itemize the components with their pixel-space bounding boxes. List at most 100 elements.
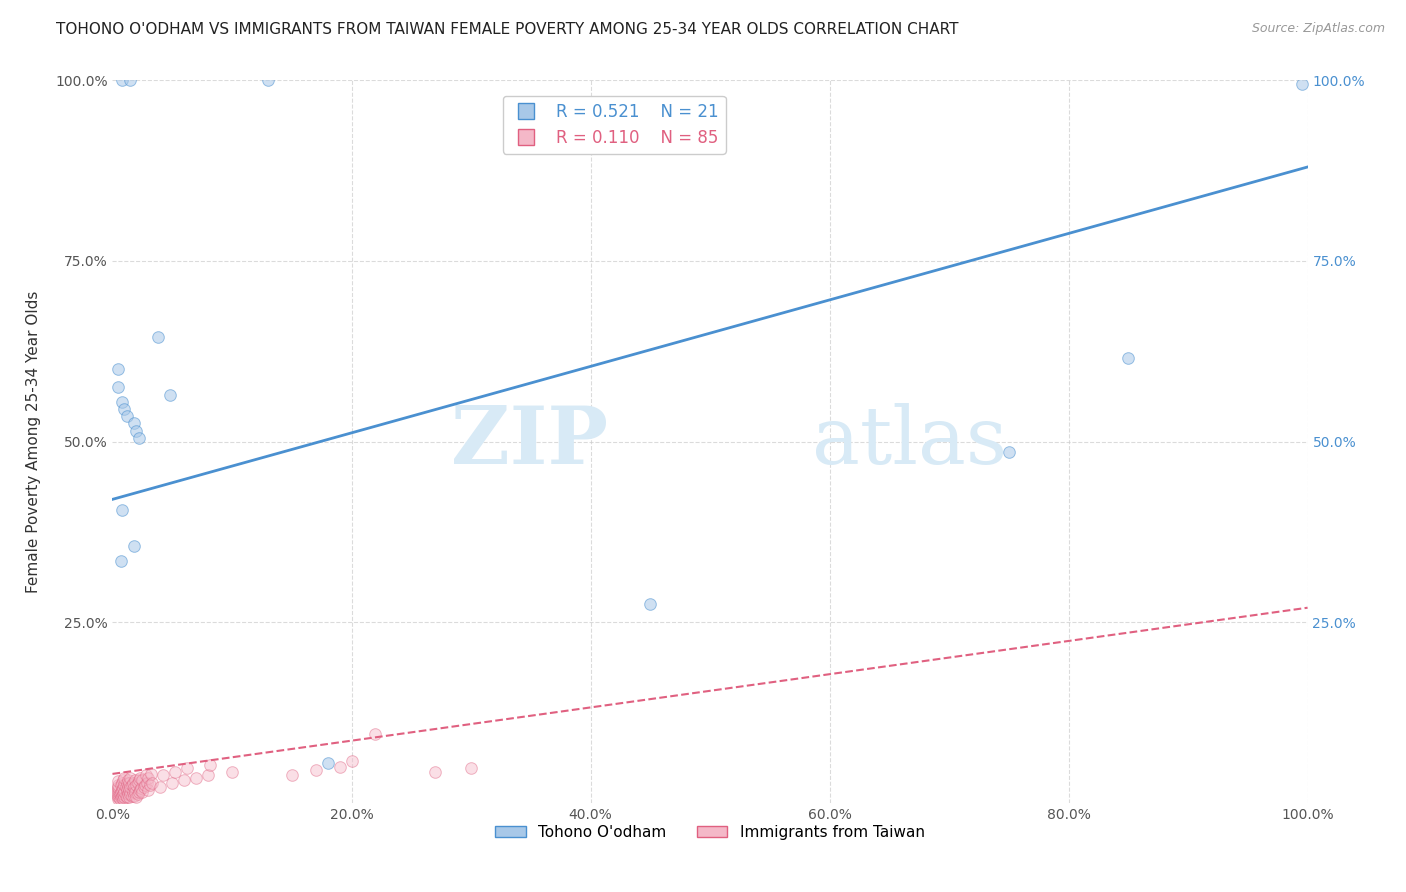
Text: atlas: atlas bbox=[811, 402, 1007, 481]
Point bbox=[1291, 77, 1313, 91]
Point bbox=[162, 775, 183, 789]
Point bbox=[129, 771, 152, 785]
Point bbox=[121, 775, 143, 789]
Point bbox=[127, 787, 149, 801]
Point bbox=[131, 785, 153, 799]
Point bbox=[110, 554, 132, 568]
Text: Source: ZipAtlas.com: Source: ZipAtlas.com bbox=[1251, 22, 1385, 36]
Point bbox=[305, 764, 328, 778]
Point bbox=[124, 772, 146, 787]
Point bbox=[186, 771, 208, 785]
Point bbox=[139, 767, 162, 781]
Point bbox=[111, 789, 134, 803]
Point bbox=[112, 787, 135, 801]
Point bbox=[124, 785, 146, 799]
Point bbox=[107, 792, 129, 806]
Point bbox=[117, 780, 139, 794]
Point bbox=[125, 790, 148, 805]
Point bbox=[115, 782, 138, 797]
Point bbox=[111, 394, 134, 409]
Point bbox=[107, 787, 129, 801]
Point bbox=[146, 330, 169, 344]
Point bbox=[122, 417, 145, 431]
Point bbox=[110, 778, 132, 792]
Point bbox=[107, 781, 129, 796]
Point bbox=[120, 771, 142, 785]
Point bbox=[117, 772, 139, 787]
Point bbox=[128, 785, 150, 799]
Point bbox=[111, 775, 134, 789]
Point bbox=[329, 760, 352, 774]
Point bbox=[107, 362, 129, 376]
Point bbox=[127, 775, 149, 789]
Point bbox=[425, 765, 447, 780]
Point bbox=[118, 790, 141, 805]
Y-axis label: Female Poverty Among 25-34 Year Olds: Female Poverty Among 25-34 Year Olds bbox=[27, 291, 41, 592]
Point bbox=[107, 782, 129, 797]
Point bbox=[111, 782, 134, 797]
Point bbox=[118, 782, 141, 797]
Point bbox=[115, 775, 138, 789]
Point bbox=[135, 768, 157, 782]
Point bbox=[112, 772, 135, 787]
Point bbox=[138, 771, 160, 785]
Point bbox=[107, 380, 129, 394]
Point bbox=[111, 73, 134, 87]
Point bbox=[114, 780, 136, 794]
Point bbox=[122, 789, 145, 803]
Point bbox=[114, 790, 135, 805]
Point bbox=[136, 775, 159, 789]
Point bbox=[125, 424, 148, 438]
Point bbox=[132, 780, 155, 794]
Point bbox=[114, 771, 135, 785]
Point bbox=[111, 503, 134, 517]
Point bbox=[1118, 351, 1140, 366]
Point bbox=[128, 772, 150, 787]
Point bbox=[115, 790, 138, 805]
Point bbox=[115, 409, 138, 424]
Point bbox=[120, 73, 142, 87]
Point bbox=[197, 768, 219, 782]
Point bbox=[107, 785, 129, 799]
Point bbox=[112, 781, 135, 796]
Point bbox=[114, 785, 135, 799]
Point bbox=[149, 780, 172, 794]
Point bbox=[460, 761, 482, 775]
Point bbox=[114, 402, 135, 417]
Point bbox=[128, 431, 150, 445]
Point bbox=[110, 785, 132, 799]
Point bbox=[141, 775, 163, 789]
Point bbox=[112, 792, 135, 806]
Point bbox=[129, 782, 152, 797]
Point bbox=[114, 789, 136, 803]
Point bbox=[110, 790, 132, 805]
Point bbox=[163, 765, 186, 780]
Point bbox=[108, 787, 131, 801]
Point bbox=[257, 73, 280, 87]
Point bbox=[281, 768, 304, 782]
Point bbox=[122, 539, 145, 553]
Point bbox=[134, 778, 156, 792]
Point bbox=[221, 765, 243, 780]
Point bbox=[121, 789, 143, 803]
Point bbox=[107, 789, 129, 803]
Point bbox=[173, 772, 195, 787]
Text: TOHONO O'ODHAM VS IMMIGRANTS FROM TAIWAN FEMALE POVERTY AMONG 25-34 YEAR OLDS CO: TOHONO O'ODHAM VS IMMIGRANTS FROM TAIWAN… bbox=[56, 22, 959, 37]
Point bbox=[152, 768, 174, 782]
Point bbox=[107, 780, 129, 794]
Point bbox=[107, 778, 129, 792]
Point bbox=[121, 785, 143, 799]
Point bbox=[640, 597, 662, 611]
Point bbox=[108, 792, 131, 806]
Point bbox=[122, 780, 145, 794]
Point bbox=[129, 781, 152, 796]
Point bbox=[118, 775, 141, 789]
Point bbox=[107, 774, 129, 789]
Point bbox=[131, 772, 153, 787]
Point bbox=[117, 787, 139, 801]
Point bbox=[114, 778, 135, 792]
Point bbox=[120, 780, 142, 794]
Point bbox=[138, 778, 160, 792]
Point bbox=[121, 778, 143, 792]
Legend: Tohono O'odham, Immigrants from Taiwan: Tohono O'odham, Immigrants from Taiwan bbox=[489, 819, 931, 846]
